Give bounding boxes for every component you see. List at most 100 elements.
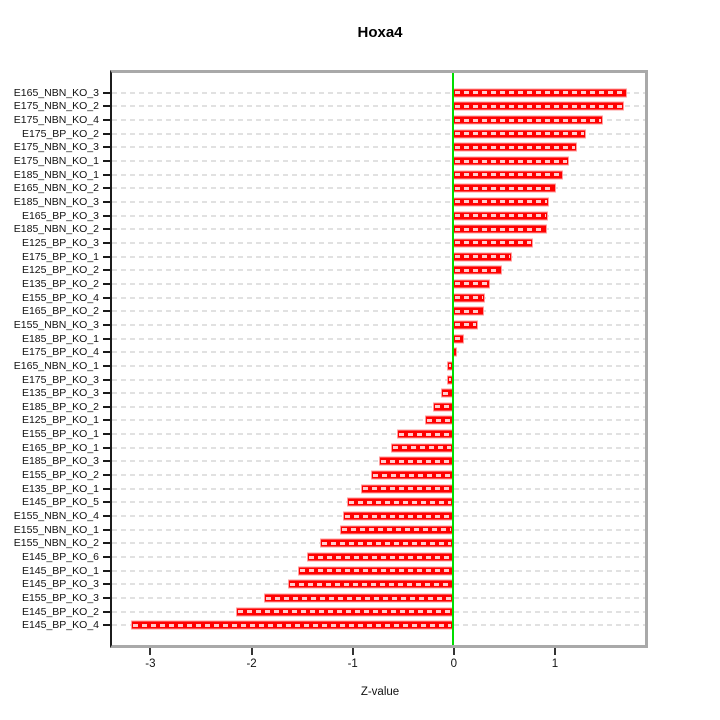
bar [306, 552, 454, 562]
gridline [112, 146, 645, 149]
bar [453, 156, 570, 166]
y-tick-mark [103, 105, 110, 108]
y-axis-row: E185_NBN_KO_3 [0, 195, 110, 209]
chart-row [112, 550, 645, 564]
y-tick-mark [103, 433, 110, 436]
y-axis-row: E185_NBN_KO_2 [0, 222, 110, 236]
y-axis-tick-label: E155_NBN_KO_3 [13, 318, 99, 331]
y-tick-mark [103, 241, 110, 244]
gridline [112, 419, 645, 422]
y-tick-mark [103, 282, 110, 285]
gridline [112, 269, 645, 272]
y-tick-mark [103, 323, 110, 326]
y-tick-mark [103, 200, 110, 203]
chart-row [112, 236, 645, 250]
chart-row [112, 468, 645, 482]
bar [378, 456, 454, 466]
y-axis-tick-label: E155_NBN_KO_4 [13, 510, 99, 523]
y-axis-tick-label: E175_NBN_KO_4 [13, 114, 99, 127]
y-axis-row: E185_BP_KO_3 [0, 455, 110, 469]
y-axis-row: E185_BP_KO_2 [0, 400, 110, 414]
chart-row [112, 127, 645, 141]
x-tick-mark [553, 648, 556, 655]
bar [236, 607, 454, 617]
bar [453, 279, 490, 289]
chart-row [112, 564, 645, 578]
zero-reference-line [452, 73, 455, 645]
chart-row [112, 373, 645, 387]
y-axis-tick-label: E165_NBN_KO_3 [13, 86, 99, 99]
y-tick-mark [103, 501, 110, 504]
gridline [112, 187, 645, 190]
chart-row [112, 618, 645, 632]
y-tick-mark [103, 392, 110, 395]
chart-row [112, 455, 645, 469]
y-axis-row: E165_NBN_KO_3 [0, 86, 110, 100]
y-axis-tick-label: E175_BP_KO_4 [21, 346, 99, 359]
bar [319, 538, 454, 548]
gridline [112, 405, 645, 408]
bar [361, 484, 454, 494]
chart-row [112, 318, 645, 332]
bar [390, 443, 454, 453]
gridline [112, 351, 645, 354]
plot-area [110, 70, 648, 648]
bar [433, 402, 454, 412]
gridline [112, 337, 645, 340]
y-axis-tick-label: E145_BP_KO_1 [21, 564, 99, 577]
y-axis-row: E175_NBN_KO_1 [0, 154, 110, 168]
y-axis-tick-label: E175_BP_KO_3 [21, 373, 99, 386]
y-axis-row: E175_BP_KO_2 [0, 127, 110, 141]
y-axis-row: E175_NBN_KO_2 [0, 100, 110, 114]
y-axis-row: E165_NBN_KO_2 [0, 181, 110, 195]
y-tick-mark [103, 446, 110, 449]
y-axis-tick-label: E145_BP_KO_2 [21, 605, 99, 618]
y-axis-tick-label: E175_BP_KO_1 [21, 250, 99, 263]
y-tick-mark [103, 542, 110, 545]
y-axis-row: E155_NBN_KO_2 [0, 537, 110, 551]
gridline [112, 173, 645, 176]
x-tick-label: 0 [450, 658, 458, 670]
y-axis-tick-label: E185_NBN_KO_1 [13, 168, 99, 181]
x-tick-mark [452, 648, 455, 655]
y-axis-row: E145_BP_KO_4 [0, 618, 110, 632]
y-axis-row: E175_BP_KO_1 [0, 250, 110, 264]
y-axis-row: E125_BP_KO_2 [0, 263, 110, 277]
y-axis-row: E165_NBN_KO_1 [0, 359, 110, 373]
bar [343, 511, 454, 521]
y-axis-row: E175_BP_KO_4 [0, 345, 110, 359]
chart-row [112, 359, 645, 373]
y-tick-mark [103, 160, 110, 162]
y-tick-mark [103, 487, 110, 490]
y-axis-tick-label: E165_BP_KO_2 [21, 305, 99, 318]
bar [453, 334, 465, 344]
bar [287, 579, 454, 589]
gridline [112, 433, 645, 436]
gridline [112, 91, 645, 94]
y-axis-row: E165_BP_KO_2 [0, 304, 110, 318]
y-tick-mark [103, 255, 110, 258]
bar [453, 265, 502, 275]
y-axis-tick-label: E175_NBN_KO_2 [13, 100, 99, 113]
bar [453, 170, 564, 180]
y-axis-tick-label: E155_BP_KO_3 [21, 592, 99, 604]
bar [396, 429, 454, 439]
y-axis-row: E135_BP_KO_3 [0, 386, 110, 400]
chart-row [112, 400, 645, 414]
y-axis-row: E145_BP_KO_6 [0, 550, 110, 564]
bar [453, 142, 578, 152]
chart-row [112, 523, 645, 537]
y-axis-labels: E165_NBN_KO_3 E175_NBN_KO_2 E175_NBN_KO_4 E… [0, 73, 110, 645]
y-tick-mark [103, 556, 110, 559]
y-axis-tick-label: E145_BP_KO_3 [21, 578, 99, 591]
y-axis-row: E145_BP_KO_1 [0, 564, 110, 578]
bar [340, 525, 454, 535]
bar [424, 415, 454, 425]
y-axis-tick-label: E135_BP_KO_3 [21, 387, 99, 400]
x-tick-label: -1 [347, 658, 358, 670]
gridline [112, 378, 645, 381]
bar-rows [112, 73, 645, 645]
y-axis-tick-label: E125_BP_KO_1 [21, 414, 99, 427]
x-tick-label: -2 [246, 658, 257, 670]
y-axis-tick-label: E125_BP_KO_2 [21, 264, 99, 277]
